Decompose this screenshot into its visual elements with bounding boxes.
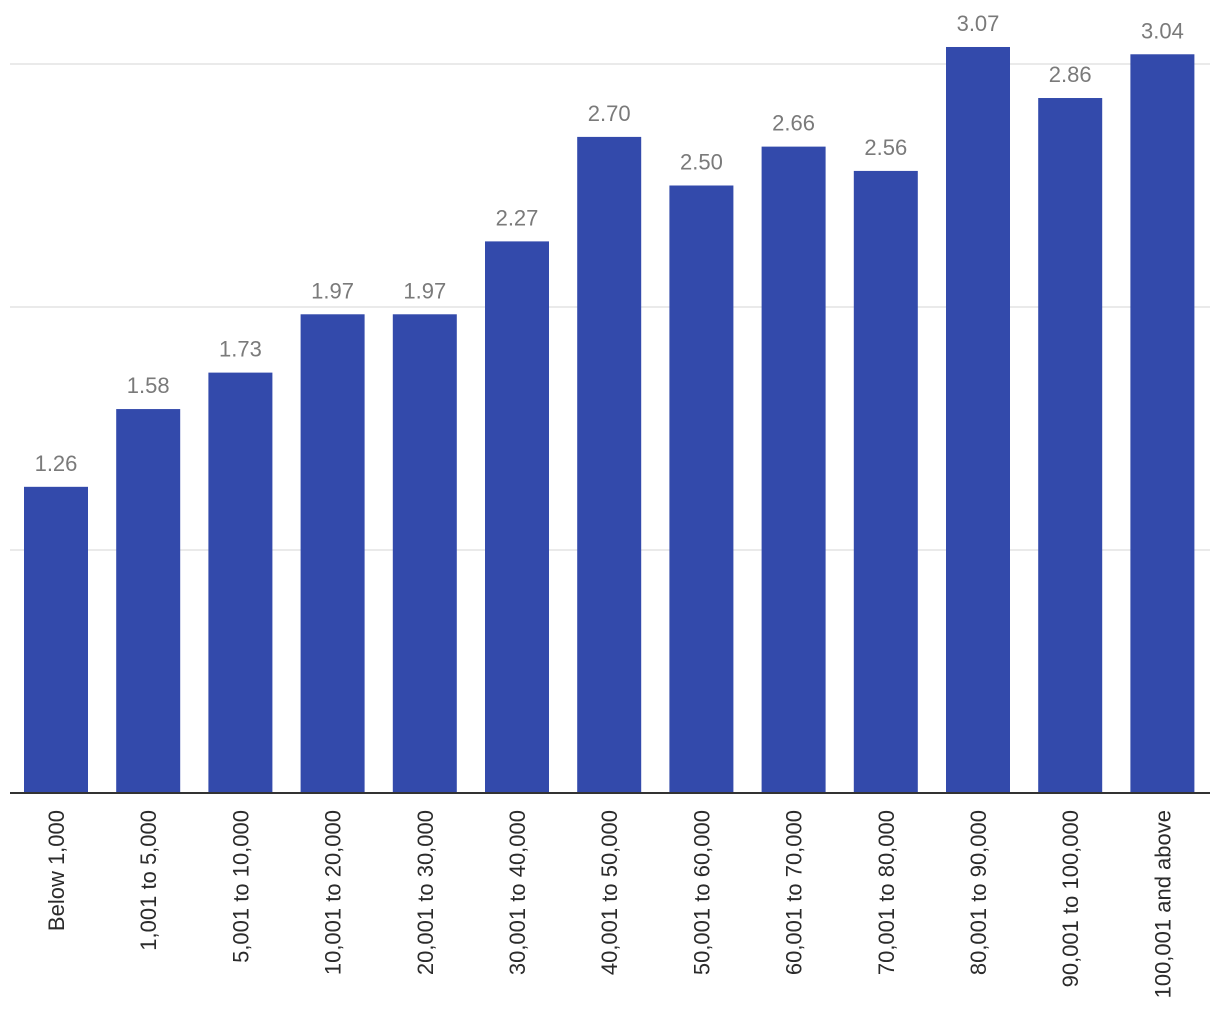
bar-value-label: 1.26 [35, 451, 78, 476]
bar-value-label: 2.66 [772, 111, 815, 136]
x-tick-label: 50,001 to 60,000 [689, 810, 714, 975]
bar-value-label: 1.97 [403, 278, 446, 303]
x-tick-label: Below 1,000 [44, 810, 69, 931]
x-tick-label: 1,001 to 5,000 [136, 810, 161, 951]
x-tick-label: 30,001 to 40,000 [505, 810, 530, 975]
bar [24, 486, 88, 793]
x-tick-label: 80,001 to 90,000 [966, 810, 991, 975]
bar [1038, 98, 1103, 793]
x-tick-label: 90,001 to 100,000 [1058, 810, 1083, 987]
bar [116, 409, 181, 793]
bar-value-label: 2.27 [496, 205, 539, 230]
bar-value-label: 2.86 [1049, 62, 1092, 87]
bar [485, 241, 549, 793]
bar-value-label: 1.73 [219, 337, 262, 362]
x-tick-label: 5,001 to 10,000 [228, 810, 253, 963]
bar [669, 185, 734, 793]
bar [1130, 54, 1195, 793]
x-tick-label: 70,001 to 80,000 [874, 810, 899, 975]
x-tick-label: 60,001 to 70,000 [782, 810, 807, 975]
bar-value-label: 1.58 [127, 373, 170, 398]
x-tick-label: 40,001 to 50,000 [597, 810, 622, 975]
x-tick-label: 10,001 to 20,000 [321, 810, 346, 975]
bar [853, 170, 918, 794]
bar-value-label: 3.07 [957, 11, 1000, 36]
bars [24, 46, 1195, 794]
bar [946, 46, 1010, 794]
bar-value-label: 2.56 [864, 135, 907, 160]
x-tick-label: 100,001 and above [1150, 810, 1175, 998]
x-tick-label: 20,001 to 30,000 [413, 810, 438, 975]
value-labels: 1.26 1.58 1.73 1.97 1.97 2.27 2.70 2.50 2.66 2.56… [35, 11, 1184, 476]
x-axis-tick-labels: Below 1,000 1,001 to 5,000 5,001 to 10,000… [44, 810, 1175, 998]
bar-value-label: 2.50 [680, 150, 723, 175]
bar [577, 136, 642, 793]
bar [761, 146, 826, 793]
bar [208, 372, 273, 793]
bar-value-label: 1.97 [311, 278, 354, 303]
bar [300, 314, 365, 793]
bar-value-label: 3.04 [1141, 18, 1184, 43]
bar [392, 314, 457, 793]
bar-value-label: 2.70 [588, 101, 631, 126]
